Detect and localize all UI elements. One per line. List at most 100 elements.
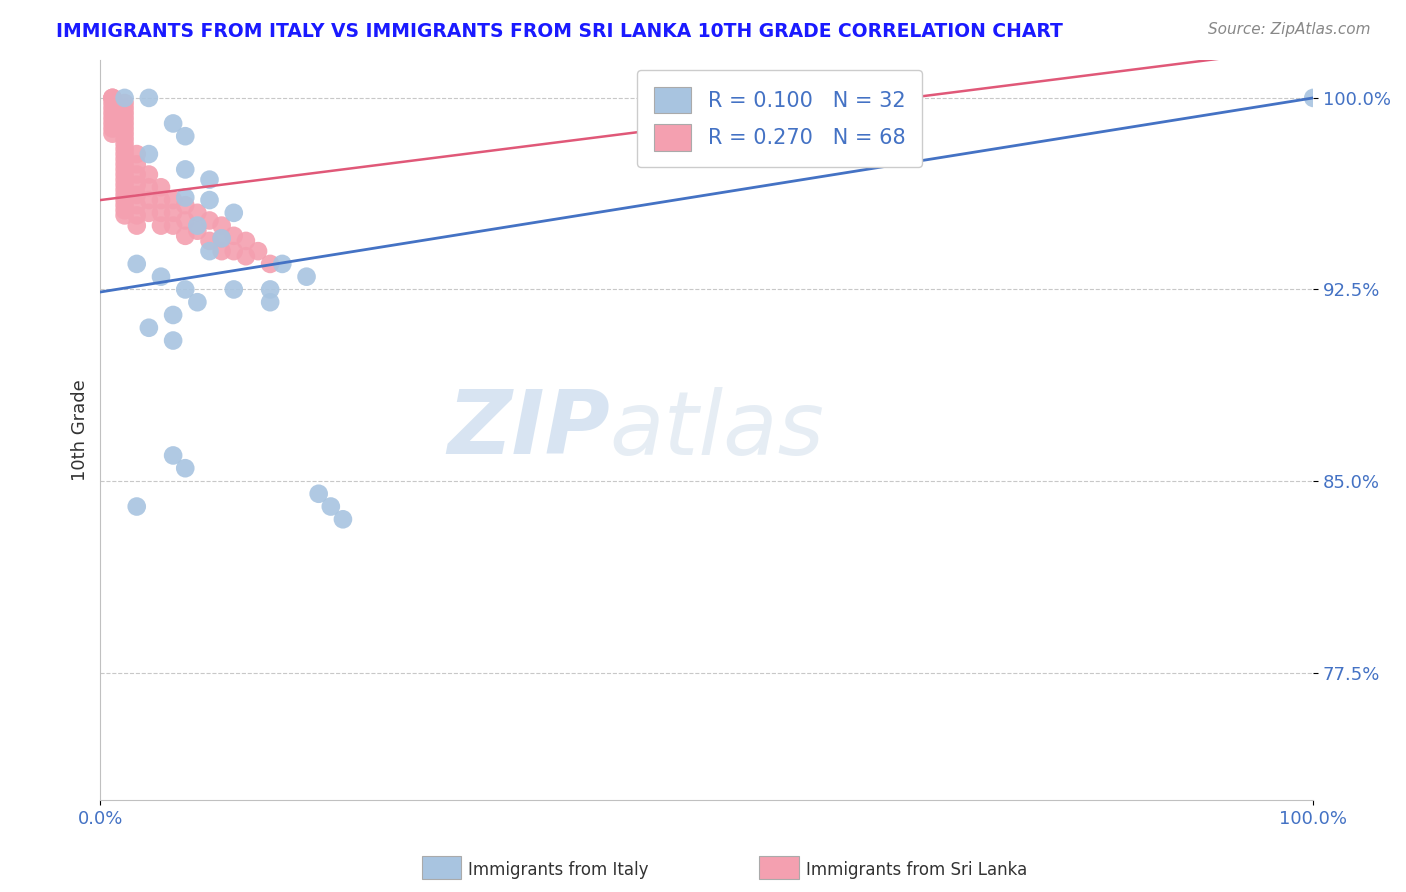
Point (138, 180, 160, 194)
Point (222, 228, 245, 243)
Point (125, 500, 148, 514)
Point (114, 91, 136, 105)
Point (174, 129, 197, 144)
Point (114, 95, 136, 110)
Text: Source: ZipAtlas.com: Source: ZipAtlas.com (1208, 22, 1371, 37)
Point (114, 136, 136, 151)
Point (114, 178, 136, 192)
Point (150, 193, 173, 207)
Point (198, 172, 221, 186)
Point (259, 257, 281, 271)
Point (174, 190, 197, 204)
Text: ZIP: ZIP (447, 386, 610, 474)
Point (125, 168, 148, 182)
Point (259, 282, 281, 296)
Point (222, 282, 245, 296)
Point (186, 224, 208, 238)
Point (174, 213, 197, 227)
Point (114, 132, 136, 146)
Point (114, 142, 136, 156)
Point (101, 106, 124, 120)
Point (150, 219, 173, 233)
Point (222, 244, 245, 259)
Point (174, 162, 197, 177)
Point (125, 178, 148, 192)
Point (138, 320, 160, 334)
Point (101, 95, 124, 110)
Point (198, 244, 221, 259)
Point (174, 228, 197, 243)
Point (162, 219, 184, 233)
Point (125, 157, 148, 171)
Text: Immigrants from Sri Lanka: Immigrants from Sri Lanka (806, 861, 1026, 879)
Point (174, 282, 197, 296)
Point (101, 91, 124, 105)
Point (174, 461, 197, 475)
Point (125, 188, 148, 202)
Point (235, 234, 257, 248)
Point (114, 198, 136, 212)
Y-axis label: 10th Grade: 10th Grade (72, 379, 89, 481)
Point (162, 116, 184, 130)
Point (162, 193, 184, 207)
Point (114, 121, 136, 136)
Point (101, 127, 124, 141)
Point (138, 168, 160, 182)
Point (125, 208, 148, 222)
Point (114, 147, 136, 161)
Point (114, 183, 136, 197)
Point (125, 219, 148, 233)
Point (198, 193, 221, 207)
Point (211, 219, 233, 233)
Point (125, 198, 148, 212)
Point (101, 101, 124, 115)
Point (138, 147, 160, 161)
Point (162, 308, 184, 322)
Point (235, 249, 257, 263)
Point (114, 101, 136, 115)
Point (186, 295, 208, 310)
Point (101, 121, 124, 136)
Point (101, 91, 124, 105)
Legend: R = 0.100   N = 32, R = 0.270   N = 68: R = 0.100 N = 32, R = 0.270 N = 68 (637, 70, 922, 168)
Point (114, 162, 136, 177)
Point (114, 152, 136, 166)
Point (114, 157, 136, 171)
Point (211, 231, 233, 245)
Point (295, 269, 318, 284)
Point (150, 180, 173, 194)
Point (162, 334, 184, 348)
Point (211, 244, 233, 259)
Point (138, 206, 160, 220)
Point (114, 127, 136, 141)
Point (308, 487, 330, 501)
Point (114, 112, 136, 126)
Point (114, 106, 136, 120)
Point (162, 206, 184, 220)
Text: Immigrants from Italy: Immigrants from Italy (468, 861, 648, 879)
Point (125, 257, 148, 271)
Point (101, 112, 124, 126)
Point (114, 168, 136, 182)
Point (114, 208, 136, 222)
Point (114, 188, 136, 202)
Point (198, 213, 221, 227)
Point (125, 147, 148, 161)
Point (319, 500, 342, 514)
Point (259, 295, 281, 310)
Point (247, 244, 270, 259)
Point (101, 116, 124, 130)
Point (174, 198, 197, 212)
Point (114, 172, 136, 186)
Point (138, 193, 160, 207)
Point (186, 219, 208, 233)
Point (138, 91, 160, 105)
Point (1302, 91, 1324, 105)
Point (186, 206, 208, 220)
Text: IMMIGRANTS FROM ITALY VS IMMIGRANTS FROM SRI LANKA 10TH GRADE CORRELATION CHART: IMMIGRANTS FROM ITALY VS IMMIGRANTS FROM… (56, 22, 1063, 41)
Point (101, 91, 124, 105)
Point (114, 203, 136, 218)
Point (114, 116, 136, 130)
Point (114, 193, 136, 207)
Point (271, 257, 294, 271)
